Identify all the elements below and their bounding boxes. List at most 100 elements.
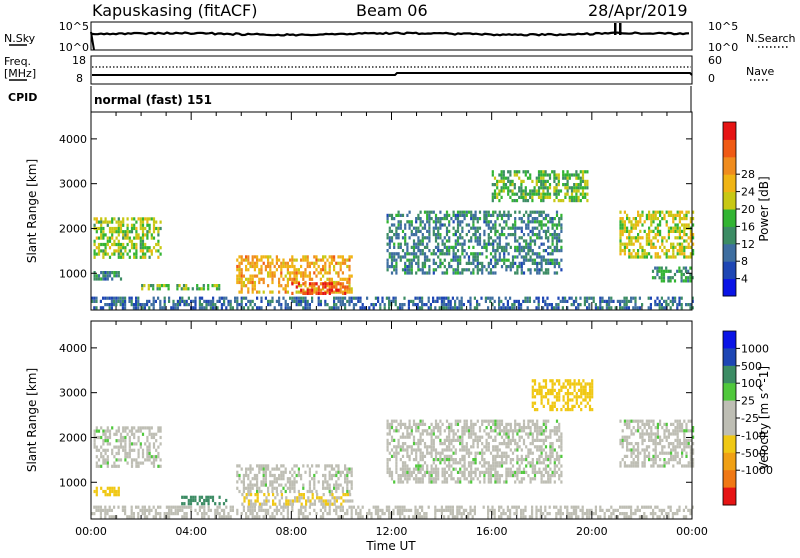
range-cell — [391, 262, 393, 265]
range-cell — [497, 262, 499, 265]
range-cell — [221, 515, 223, 518]
range-cell — [175, 509, 177, 512]
range-cell — [519, 445, 521, 448]
range-cell — [525, 464, 527, 467]
range-cell — [404, 271, 406, 274]
range-cell — [433, 458, 435, 461]
range-cell — [116, 452, 118, 455]
range-cell — [111, 452, 113, 455]
range-cell — [175, 306, 177, 309]
range-cell — [409, 268, 411, 271]
range-cell — [245, 487, 247, 490]
range-cell — [415, 246, 417, 249]
range-cell — [455, 268, 457, 271]
range-cell — [630, 243, 632, 246]
range-cell — [333, 259, 335, 262]
range-cell — [333, 297, 335, 300]
range-cell — [584, 183, 586, 186]
range-cell — [507, 300, 509, 303]
range-cell — [324, 464, 326, 467]
range-cell — [547, 186, 549, 189]
range-cell — [293, 490, 295, 493]
range-cell — [417, 214, 419, 217]
range-cell — [637, 420, 639, 423]
range-cell — [447, 297, 449, 300]
range-cell — [106, 297, 108, 300]
range-cell — [637, 249, 639, 252]
range-cell — [574, 379, 576, 382]
range-cell — [666, 426, 668, 429]
range-cell — [475, 436, 477, 439]
range-cell — [115, 300, 117, 303]
range-cell — [519, 439, 521, 442]
range-cell — [672, 464, 674, 467]
range-cell — [514, 199, 516, 202]
range-cell — [269, 506, 271, 509]
range-cell — [420, 468, 422, 471]
range-cell — [146, 221, 148, 224]
range-cell — [538, 471, 540, 474]
range-cell — [453, 214, 455, 217]
range-cell — [107, 240, 109, 243]
range-cell — [549, 442, 551, 445]
range-cell — [639, 255, 641, 258]
range-cell — [318, 289, 320, 292]
range-cell — [411, 426, 413, 429]
range-cell — [520, 189, 522, 192]
range-cell — [149, 449, 151, 452]
range-cell — [192, 306, 194, 309]
range-cell — [431, 480, 433, 483]
range-cell — [296, 278, 298, 281]
range-cell — [190, 502, 192, 505]
range-cell — [346, 477, 348, 480]
range-cell — [208, 303, 210, 306]
y-tick-label: 4000 — [59, 133, 87, 146]
range-cell — [404, 468, 406, 471]
range-cell — [131, 430, 133, 433]
range-cell — [269, 484, 271, 487]
range-cell — [681, 223, 683, 226]
range-cell — [285, 287, 287, 290]
range-cell — [628, 239, 630, 242]
range-cell — [505, 246, 507, 249]
range-cell — [400, 468, 402, 471]
range-cell — [351, 487, 353, 490]
range-cell — [538, 268, 540, 271]
range-cell — [512, 259, 514, 262]
colorbar-segment — [723, 139, 736, 157]
range-cell — [575, 297, 577, 300]
range-cell — [687, 303, 689, 306]
range-cell — [411, 230, 413, 233]
range-cell — [98, 246, 100, 249]
range-cell — [98, 458, 100, 461]
range-cell — [100, 224, 102, 227]
range-cell — [285, 275, 287, 278]
range-cell — [652, 432, 654, 435]
range-cell — [525, 227, 527, 230]
range-cell — [349, 493, 351, 496]
range-cell — [652, 464, 654, 467]
range-cell — [415, 455, 417, 458]
range-cell — [490, 227, 492, 230]
range-cell — [282, 259, 284, 262]
range-cell — [296, 285, 298, 288]
range-cell — [417, 249, 419, 252]
range-cell — [468, 436, 470, 439]
range-cell — [146, 458, 148, 461]
range-cell — [411, 474, 413, 477]
range-cell — [327, 282, 329, 285]
range-cell — [406, 448, 408, 451]
range-cell — [282, 515, 284, 518]
range-cell — [492, 423, 494, 426]
range-cell — [111, 221, 113, 224]
range-cell — [260, 509, 262, 512]
range-cell — [201, 515, 203, 518]
range-cell — [124, 442, 126, 445]
range-cell — [543, 223, 545, 226]
range-cell — [450, 458, 452, 461]
range-cell — [417, 461, 419, 464]
range-cell — [435, 423, 437, 426]
range-cell — [351, 484, 353, 487]
range-cell — [398, 233, 400, 236]
range-cell — [576, 398, 578, 401]
